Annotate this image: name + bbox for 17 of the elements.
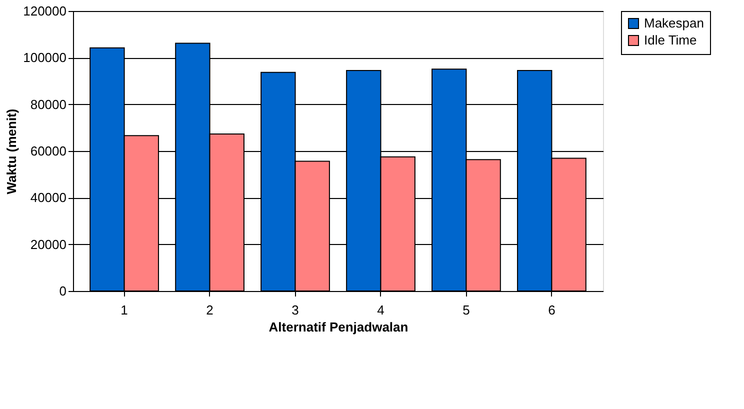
y-axis-title: Waktu (menit) xyxy=(4,108,20,194)
x-tick-label: 4 xyxy=(377,302,384,318)
x-tick-label: 3 xyxy=(292,302,299,318)
legend-label: Idle Time xyxy=(644,32,697,48)
x-axis-title: Alternatif Penjadwalan xyxy=(268,320,408,334)
y-tick-label: 120000 xyxy=(23,4,66,18)
y-tick-label: 60000 xyxy=(30,144,66,158)
x-tick-label: 5 xyxy=(462,302,470,318)
y-tick-label: 40000 xyxy=(30,190,66,206)
legend-label: Makespan xyxy=(644,16,704,30)
y-tick-label: 100000 xyxy=(23,50,66,66)
y-tick-label: 80000 xyxy=(30,96,66,112)
y-tick-label: 20000 xyxy=(30,236,66,252)
x-tick-label: 1 xyxy=(120,302,128,318)
x-tick-label: 6 xyxy=(548,302,556,318)
y-tick-label: 0 xyxy=(59,284,66,298)
x-tick-label: 2 xyxy=(206,302,214,318)
